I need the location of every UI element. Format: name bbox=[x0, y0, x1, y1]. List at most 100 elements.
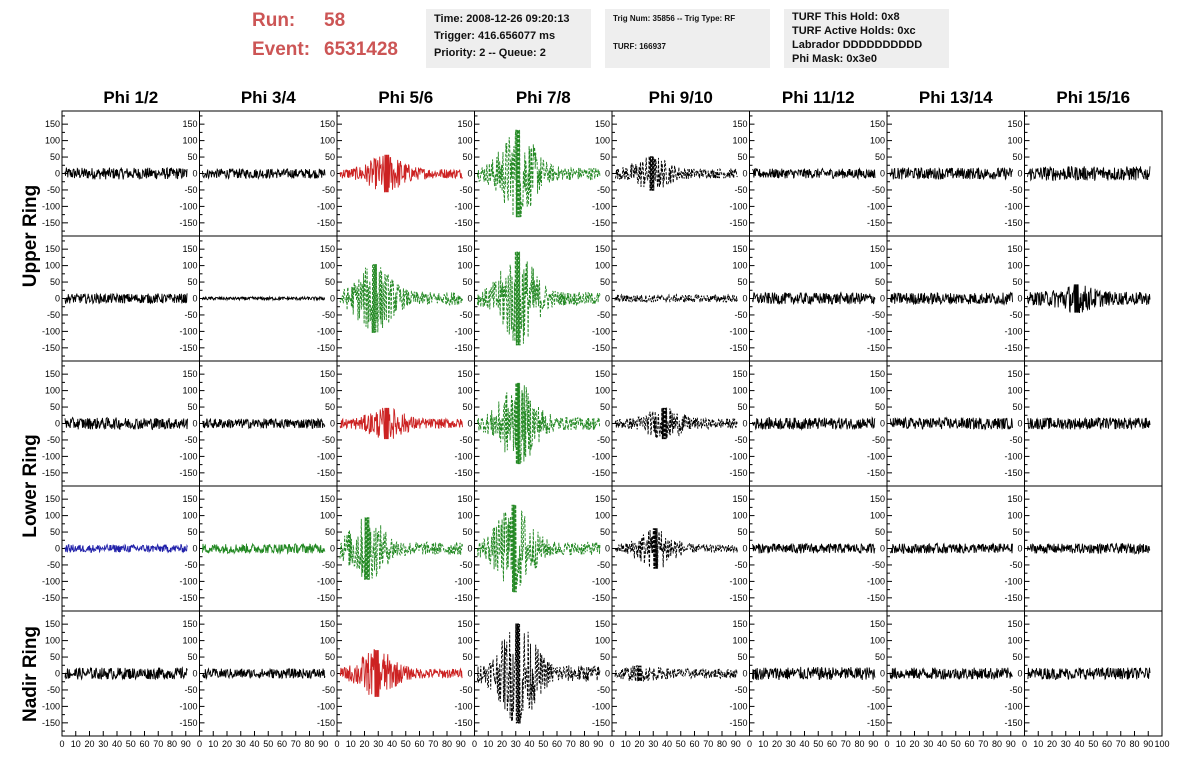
y-tick-label: 150 bbox=[320, 494, 335, 504]
waveform-trace bbox=[339, 407, 463, 440]
x-tick-label: 30 bbox=[98, 739, 108, 749]
y-tick-label: 150 bbox=[732, 369, 747, 379]
y-tick-label: 0 bbox=[55, 669, 60, 679]
x-tick-label: 100 bbox=[1154, 739, 1169, 749]
x-tick-label: 80 bbox=[717, 739, 727, 749]
y-tick-label: -100 bbox=[454, 201, 472, 211]
waveform-trace bbox=[202, 417, 326, 430]
y-tick-label: 0 bbox=[467, 669, 472, 679]
y-tick-label: 100 bbox=[182, 136, 197, 146]
event-line: Event: 6531428 bbox=[252, 39, 398, 61]
x-tick-label: 10 bbox=[71, 739, 81, 749]
y-tick-label: -50 bbox=[734, 685, 747, 695]
y-tick-label: 100 bbox=[595, 386, 610, 396]
y-tick-label: -150 bbox=[179, 718, 197, 728]
y-tick-label: -150 bbox=[729, 593, 747, 603]
y-tick-label: 0 bbox=[1017, 419, 1022, 429]
x-tick-label: 70 bbox=[153, 739, 163, 749]
y-tick-label: 150 bbox=[595, 119, 610, 129]
y-tick-label: 100 bbox=[870, 386, 885, 396]
y-tick-label: -100 bbox=[179, 701, 197, 711]
y-tick-label: -150 bbox=[867, 468, 885, 478]
y-tick-label: 100 bbox=[595, 136, 610, 146]
y-tick-label: -150 bbox=[592, 593, 610, 603]
waveform-panel: -150 -100 -50 0 50 100 150 bbox=[867, 110, 1025, 237]
y-tick-label: 0 bbox=[742, 169, 747, 179]
waveform-trace bbox=[889, 542, 1013, 554]
y-tick-label: 100 bbox=[732, 511, 747, 521]
y-tick-label: -50 bbox=[597, 185, 610, 195]
y-tick-label: -50 bbox=[459, 685, 472, 695]
y-tick-label: -100 bbox=[729, 326, 747, 336]
labrador-text: Labrador DDDDDDDDDD bbox=[792, 39, 923, 51]
y-tick-label: -150 bbox=[1004, 343, 1022, 353]
y-tick-label: 150 bbox=[320, 369, 335, 379]
y-tick-label: 150 bbox=[182, 119, 197, 129]
x-tick-label: 10 bbox=[208, 739, 218, 749]
y-tick-label: 100 bbox=[320, 136, 335, 146]
waveform-trace bbox=[202, 667, 326, 681]
y-tick-label: -50 bbox=[322, 560, 335, 570]
y-tick-label: 100 bbox=[732, 386, 747, 396]
y-tick-label: -150 bbox=[592, 468, 610, 478]
y-tick-label: -50 bbox=[872, 310, 885, 320]
y-tick-label: 50 bbox=[325, 527, 335, 537]
y-tick-label: 150 bbox=[320, 244, 335, 254]
y-tick-label: 150 bbox=[870, 244, 885, 254]
x-tick-label: 70 bbox=[428, 739, 438, 749]
waveform-panel: -150 -100 -50 0 50 100 150 bbox=[317, 485, 475, 612]
y-tick-label: -50 bbox=[597, 685, 610, 695]
waveform-panel: -150 -100 -50 0 50 100 150 bbox=[317, 360, 475, 487]
y-tick-label: 0 bbox=[605, 169, 610, 179]
y-tick-label: 150 bbox=[732, 494, 747, 504]
x-tick-label: 40 bbox=[799, 739, 809, 749]
x-tick-label: 40 bbox=[249, 739, 259, 749]
x-tick-label: 40 bbox=[387, 739, 397, 749]
y-tick-label: 150 bbox=[182, 244, 197, 254]
run-event-box: Run: 58 Event: 6531428 bbox=[252, 8, 422, 68]
y-tick-label: -150 bbox=[454, 468, 472, 478]
x-tick-label: 30 bbox=[648, 739, 658, 749]
y-tick-label: -100 bbox=[317, 576, 335, 586]
y-tick-label: 50 bbox=[737, 527, 747, 537]
y-tick-label: -100 bbox=[179, 451, 197, 461]
y-tick-label: 0 bbox=[467, 169, 472, 179]
y-tick-label: -50 bbox=[47, 435, 60, 445]
y-tick-label: 100 bbox=[182, 261, 197, 271]
x-tick-label: 0 bbox=[197, 739, 202, 749]
y-tick-label: -50 bbox=[734, 185, 747, 195]
y-tick-label: 150 bbox=[457, 619, 472, 629]
y-tick-label: -100 bbox=[729, 201, 747, 211]
x-tick-label: 70 bbox=[291, 739, 301, 749]
y-tick-label: 150 bbox=[182, 494, 197, 504]
waveform-trace bbox=[752, 167, 876, 181]
x-tick-label: 80 bbox=[304, 739, 314, 749]
y-tick-label: -50 bbox=[322, 185, 335, 195]
waveform-trace bbox=[202, 168, 326, 181]
y-tick-label: 100 bbox=[595, 636, 610, 646]
y-tick-label: -100 bbox=[592, 451, 610, 461]
y-tick-label: -150 bbox=[179, 343, 197, 353]
waveform-trace bbox=[477, 504, 601, 593]
x-tick-label: 50 bbox=[401, 739, 411, 749]
y-tick-label: -50 bbox=[184, 560, 197, 570]
waveform-trace bbox=[477, 623, 601, 724]
x-tick-label: 10 bbox=[896, 739, 906, 749]
waveform-trace bbox=[202, 295, 325, 302]
column-label: Phi 5/6 bbox=[378, 88, 434, 107]
y-tick-label: -150 bbox=[42, 718, 60, 728]
waveform-panel: -150 -100 -50 0 50 100 150 bbox=[867, 485, 1025, 612]
y-tick-label: 0 bbox=[880, 169, 885, 179]
y-tick-label: 100 bbox=[457, 261, 472, 271]
x-tick-label: 70 bbox=[1116, 739, 1126, 749]
y-tick-label: 50 bbox=[325, 402, 335, 412]
x-tick-label: 80 bbox=[167, 739, 177, 749]
y-tick-label: -150 bbox=[1004, 218, 1022, 228]
y-tick-label: 150 bbox=[45, 119, 60, 129]
y-tick-label: 150 bbox=[457, 494, 472, 504]
y-tick-label: -150 bbox=[179, 218, 197, 228]
y-tick-label: 0 bbox=[880, 669, 885, 679]
waveform-trace bbox=[477, 382, 601, 465]
x-tick-label: 40 bbox=[524, 739, 534, 749]
